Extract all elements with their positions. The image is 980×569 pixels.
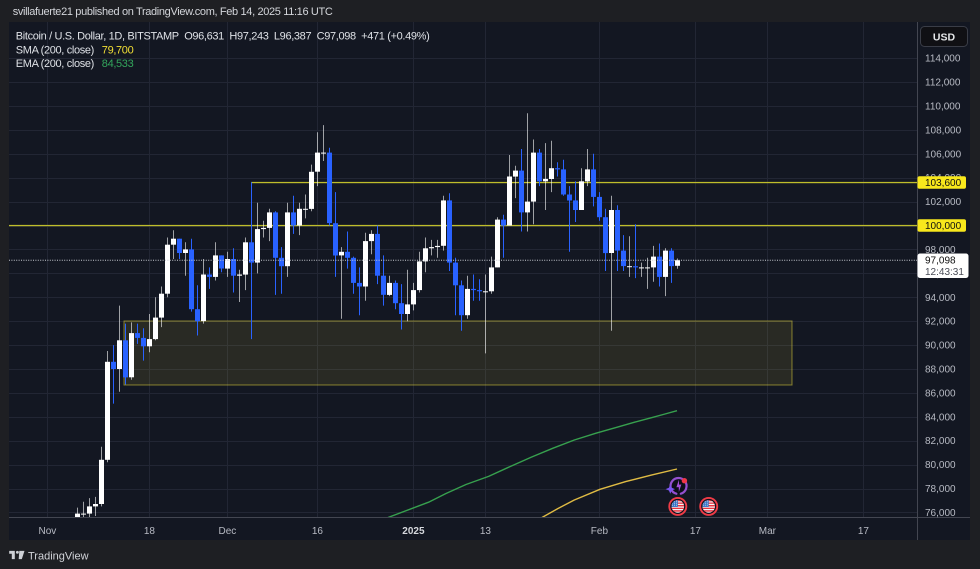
svg-text:Nov: Nov xyxy=(39,526,57,537)
svg-text:84,000: 84,000 xyxy=(925,412,956,423)
svg-text:12:43:31: 12:43:31 xyxy=(925,267,964,278)
svg-text:98,000: 98,000 xyxy=(925,245,956,256)
svg-text:94,000: 94,000 xyxy=(925,293,956,304)
svg-text:18: 18 xyxy=(144,526,156,537)
svg-text:102,000: 102,000 xyxy=(925,197,962,208)
svg-text:svillafuerte21 published on Tr: svillafuerte21 published on TradingView.… xyxy=(13,6,333,18)
svg-text:76,000: 76,000 xyxy=(925,508,956,519)
svg-text:90,000: 90,000 xyxy=(925,341,956,352)
svg-text:86,000: 86,000 xyxy=(925,388,956,399)
svg-text:97,098: 97,098 xyxy=(925,255,956,266)
svg-text:USD: USD xyxy=(933,32,956,44)
svg-text:TradingView: TradingView xyxy=(28,550,89,562)
svg-text:80,000: 80,000 xyxy=(925,460,956,471)
svg-text:Bitcoin / U.S. Dollar, 1D, BIT: Bitcoin / U.S. Dollar, 1D, BITSTAMP O96,… xyxy=(16,30,430,42)
svg-text:114,000: 114,000 xyxy=(925,54,961,65)
svg-text:2025: 2025 xyxy=(402,526,425,537)
svg-text:Dec: Dec xyxy=(219,526,237,537)
svg-text:17: 17 xyxy=(690,526,702,537)
svg-text:13: 13 xyxy=(480,526,492,537)
svg-text:110,000: 110,000 xyxy=(925,102,961,113)
svg-text:82,000: 82,000 xyxy=(925,436,956,447)
svg-text:106,000: 106,000 xyxy=(925,149,962,160)
svg-text:78,000: 78,000 xyxy=(925,484,956,495)
svg-text:100,000: 100,000 xyxy=(925,221,962,232)
svg-text:EMA (200, close)84,533: EMA (200, close) 84,533 xyxy=(16,58,134,70)
svg-text:Mar: Mar xyxy=(759,526,777,537)
svg-text:16: 16 xyxy=(312,526,324,537)
svg-text:88,000: 88,000 xyxy=(925,365,956,376)
svg-text:17: 17 xyxy=(858,526,870,537)
svg-text:108,000: 108,000 xyxy=(925,125,962,136)
svg-text:92,000: 92,000 xyxy=(925,317,956,328)
svg-text:SMA (200, close)79,700: SMA (200, close) 79,700 xyxy=(16,44,134,56)
svg-text:Feb: Feb xyxy=(591,526,609,537)
svg-text:112,000: 112,000 xyxy=(925,78,961,89)
svg-text:103,600: 103,600 xyxy=(925,178,962,189)
